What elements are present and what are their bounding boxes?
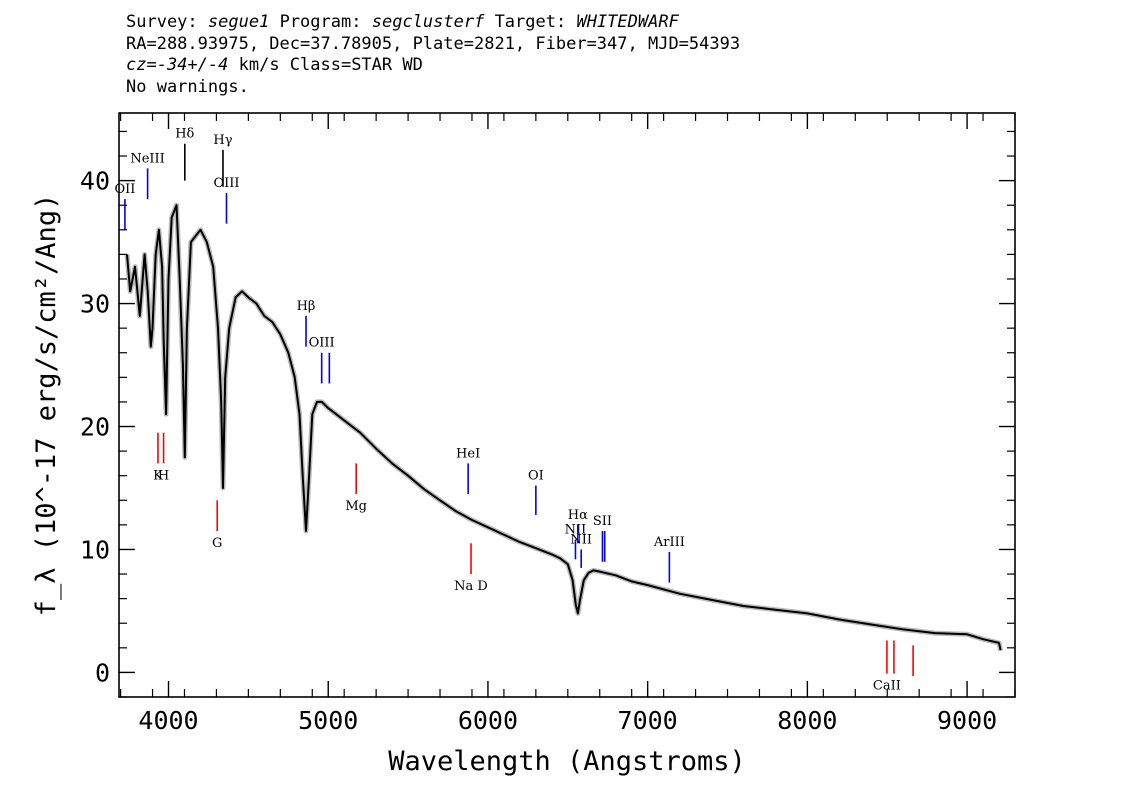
header-line-1: Survey: segue1 Program: segclusterf Targ… (126, 12, 679, 32)
line-label: Na D (454, 579, 488, 594)
spectrum-header: Survey: segue1 Program: segclusterf Targ… (126, 12, 740, 98)
x-tick-label: 7000 (618, 706, 678, 735)
x-axis-title: Wavelength (Angstroms) (388, 746, 746, 777)
x-tick-label: 6000 (458, 706, 518, 735)
line-label: G (212, 536, 222, 551)
y-tick-label: 10 (80, 535, 110, 564)
line-label: Hβ (297, 299, 316, 314)
line-label: Mg (345, 499, 367, 514)
line-label: NII (570, 532, 592, 547)
line-label: H (158, 468, 169, 483)
plot-frame (118, 112, 1016, 698)
line-label: ArIII (653, 535, 685, 550)
line-label: Hα (568, 508, 588, 523)
x-tick-label: 4000 (138, 706, 198, 735)
header-line-2: RA=288.93975, Dec=37.78905, Plate=2821, … (126, 33, 741, 54)
line-label: OIII (309, 336, 335, 351)
line-label: HeI (456, 446, 480, 461)
spectrum-series (124, 202, 1004, 651)
line-label: OI (528, 469, 544, 484)
x-tick-label: 5000 (298, 706, 358, 735)
y-axis-title: f_λ (10^-17 erg/s/cm²/Ang) (31, 194, 62, 617)
y-tick-label: 30 (80, 290, 110, 319)
line-label: SII (593, 514, 612, 529)
header-line-4: No warnings. (126, 76, 249, 97)
line-label: K (153, 468, 163, 483)
x-tick-label: 8000 (777, 706, 837, 735)
spectrum-error-band (124, 202, 1004, 651)
spectrum-line (126, 204, 1002, 651)
header-line-3: cz=-34+/-4 km/s Class=STAR WD (126, 55, 423, 75)
line-label: NII (565, 523, 587, 538)
line-label: Hδ (175, 127, 194, 142)
line-label: Hγ (213, 133, 232, 148)
x-tick-label: 9000 (937, 706, 997, 735)
y-tick-label: 0 (95, 658, 110, 687)
axis-ticks: 4000 5000 6000 7000 8000 9000 0 10 20 30 40 (80, 113, 1016, 735)
survey-value: segue1 (207, 12, 270, 32)
y-tick-label: 20 (80, 413, 110, 442)
line-label: OII (114, 182, 135, 197)
target-value: WHITEDWARF (576, 12, 679, 32)
program-value: segclusterf (371, 12, 485, 32)
line-label: OIII (213, 176, 239, 191)
line-label: NeIII (130, 151, 164, 166)
y-tick-label: 40 (80, 167, 110, 196)
line-label: CaII (873, 679, 901, 694)
